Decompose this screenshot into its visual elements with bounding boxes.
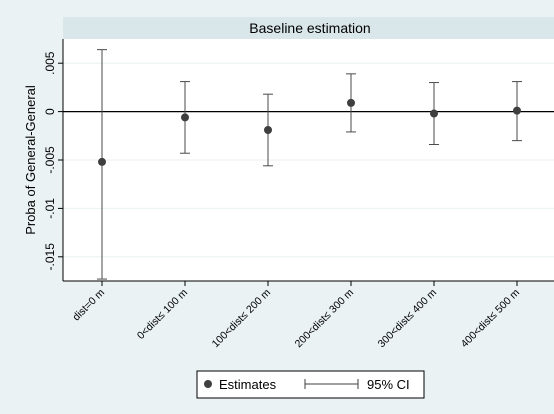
y-tick-label: -.01 <box>43 198 57 219</box>
title-bar <box>63 17 554 39</box>
legend: Estimates 95% CI <box>196 370 425 399</box>
x-tick-label: 100<dist≤ 200 m <box>210 286 274 350</box>
legend-estimates-marker <box>204 380 212 388</box>
y-tick-label: .005 <box>43 51 57 75</box>
chart-marks <box>97 49 522 280</box>
estimate-point <box>181 113 189 122</box>
estimate-point <box>430 109 438 118</box>
y-tick-label: -.015 <box>43 243 57 271</box>
y-axis: .005 0 -.005 -.01 -.015 <box>43 39 64 281</box>
y-tick-label: 0 <box>43 108 57 115</box>
legend-ci-label: 95% CI <box>367 377 410 392</box>
x-tick-label: 0<dist≤ 100 m <box>135 286 190 341</box>
y-axis-label: Proba of General-General <box>23 85 38 235</box>
x-tick-label: 400<dist≤ 500 m <box>459 286 523 350</box>
x-tick-label: 200<dist≤ 300 m <box>293 286 357 350</box>
x-tick-label: 300<dist≤ 400 m <box>376 286 440 350</box>
legend-estimates-label: Estimates <box>219 377 277 392</box>
y-tick-label: -.005 <box>43 146 57 174</box>
gridlines <box>63 62 554 258</box>
plot-region-background <box>0 0 554 20</box>
x-axis: dist=0 m 0<dist≤ 100 m 100<dist≤ 200 m 200<… <box>63 280 554 350</box>
estimate-point <box>513 106 521 115</box>
estimate-point <box>98 157 106 166</box>
estimate-point <box>347 98 355 107</box>
estimate-point <box>264 125 272 134</box>
x-tick-label: dist=0 m <box>70 286 107 323</box>
chart-title: Baseline estimation <box>249 20 370 36</box>
